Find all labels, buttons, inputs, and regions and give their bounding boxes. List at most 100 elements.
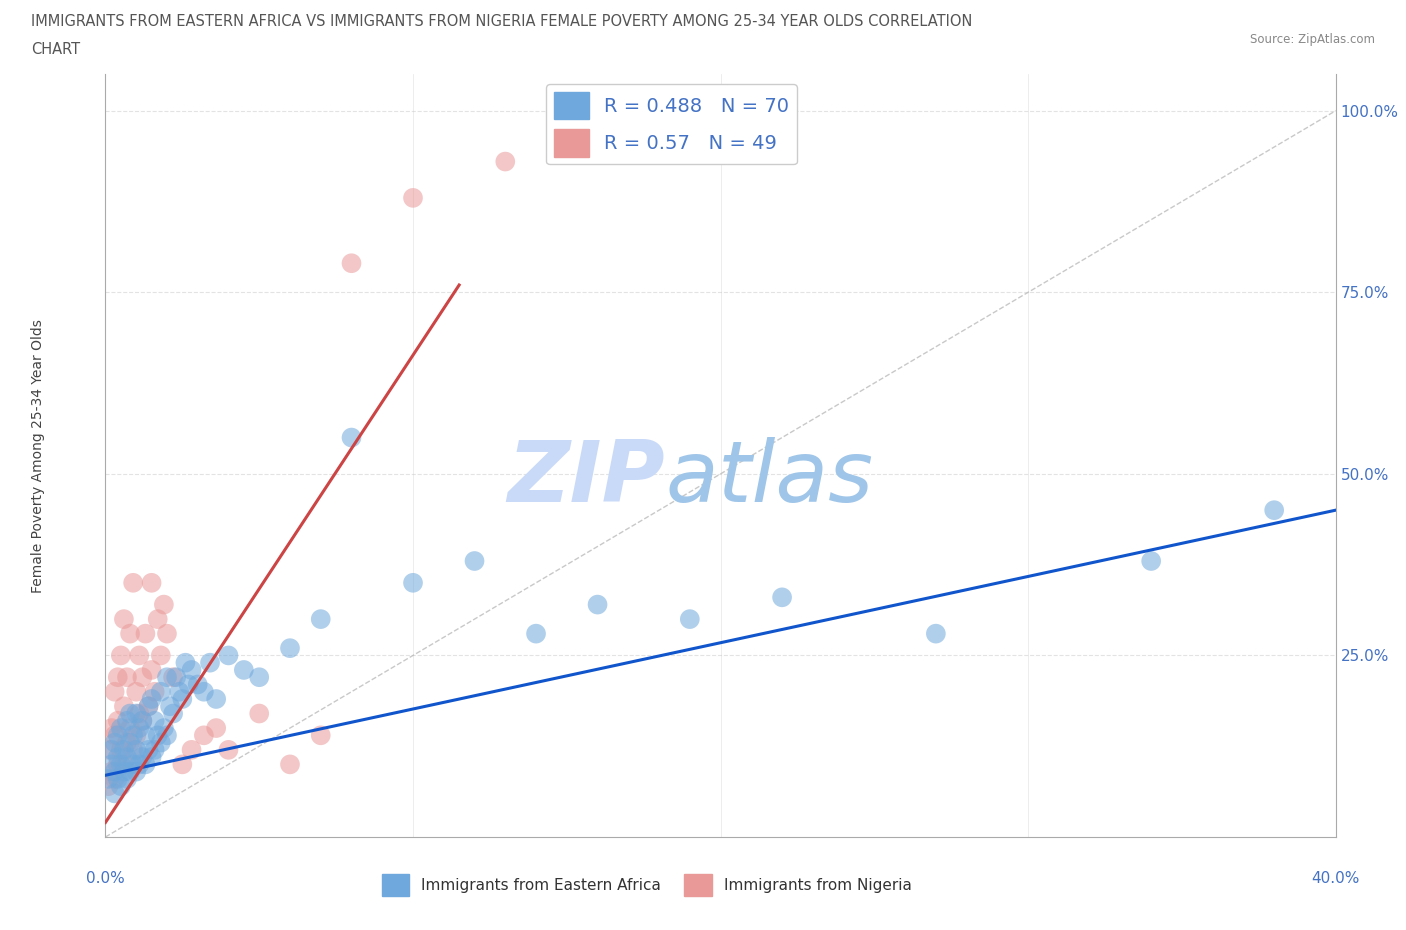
- Point: [193, 684, 215, 699]
- Point: [143, 713, 166, 728]
- Point: [402, 191, 425, 206]
- Point: [141, 662, 163, 677]
- Point: [112, 757, 135, 772]
- Point: [494, 154, 516, 169]
- Legend: Immigrants from Eastern Africa, Immigrants from Nigeria: Immigrants from Eastern Africa, Immigran…: [375, 868, 918, 902]
- Point: [100, 721, 122, 736]
- Point: [122, 728, 145, 743]
- Point: [340, 430, 363, 445]
- Point: [925, 626, 948, 641]
- Point: [128, 721, 150, 736]
- Point: [131, 750, 153, 764]
- Point: [97, 778, 120, 793]
- Point: [107, 757, 129, 772]
- Point: [120, 735, 141, 750]
- Point: [586, 597, 609, 612]
- Point: [679, 612, 702, 627]
- Point: [149, 735, 172, 750]
- Point: [247, 706, 270, 721]
- Point: [128, 706, 150, 721]
- Point: [125, 764, 148, 779]
- Point: [104, 786, 127, 801]
- Point: [141, 576, 163, 591]
- Point: [104, 764, 127, 779]
- Point: [169, 684, 191, 699]
- Point: [128, 757, 150, 772]
- Point: [112, 698, 135, 713]
- Point: [115, 750, 138, 764]
- Point: [177, 677, 200, 692]
- Point: [153, 721, 176, 736]
- Point: [141, 750, 163, 764]
- Text: Source: ZipAtlas.com: Source: ZipAtlas.com: [1250, 33, 1375, 46]
- Point: [138, 698, 160, 713]
- Point: [112, 612, 135, 627]
- Text: ZIP: ZIP: [508, 437, 665, 520]
- Point: [402, 576, 425, 591]
- Point: [131, 713, 153, 728]
- Point: [340, 256, 363, 271]
- Point: [180, 662, 202, 677]
- Point: [115, 670, 138, 684]
- Point: [198, 656, 221, 671]
- Point: [104, 735, 127, 750]
- Point: [125, 706, 148, 721]
- Point: [131, 713, 153, 728]
- Point: [110, 778, 132, 793]
- Point: [110, 648, 132, 663]
- Point: [97, 742, 120, 757]
- Point: [100, 742, 122, 757]
- Point: [107, 713, 129, 728]
- Point: [232, 662, 254, 677]
- Text: CHART: CHART: [31, 42, 80, 57]
- Point: [122, 757, 145, 772]
- Point: [104, 728, 127, 743]
- Point: [128, 648, 150, 663]
- Point: [218, 648, 240, 663]
- Text: Female Poverty Among 25-34 Year Olds: Female Poverty Among 25-34 Year Olds: [31, 319, 45, 592]
- Point: [125, 742, 148, 757]
- Point: [247, 670, 270, 684]
- Point: [115, 713, 138, 728]
- Point: [586, 125, 609, 140]
- Text: 0.0%: 0.0%: [86, 871, 125, 886]
- Point: [112, 764, 135, 779]
- Point: [134, 626, 156, 641]
- Point: [174, 656, 197, 671]
- Point: [104, 684, 127, 699]
- Point: [143, 742, 166, 757]
- Point: [156, 728, 179, 743]
- Text: 40.0%: 40.0%: [1312, 871, 1360, 886]
- Point: [193, 728, 215, 743]
- Point: [125, 684, 148, 699]
- Point: [218, 742, 240, 757]
- Point: [146, 728, 169, 743]
- Point: [309, 728, 332, 743]
- Point: [146, 612, 169, 627]
- Point: [131, 670, 153, 684]
- Point: [159, 698, 181, 713]
- Point: [153, 597, 176, 612]
- Point: [464, 553, 486, 568]
- Point: [125, 728, 148, 743]
- Point: [134, 757, 156, 772]
- Point: [138, 698, 160, 713]
- Point: [149, 684, 172, 699]
- Point: [110, 757, 132, 772]
- Point: [122, 576, 145, 591]
- Point: [309, 612, 332, 627]
- Point: [115, 772, 138, 787]
- Point: [187, 677, 209, 692]
- Point: [278, 641, 301, 656]
- Point: [110, 742, 132, 757]
- Point: [141, 692, 163, 707]
- Point: [143, 684, 166, 699]
- Point: [172, 692, 194, 707]
- Point: [205, 721, 228, 736]
- Point: [149, 648, 172, 663]
- Point: [156, 626, 179, 641]
- Point: [180, 742, 202, 757]
- Point: [205, 692, 228, 707]
- Point: [115, 735, 138, 750]
- Point: [278, 757, 301, 772]
